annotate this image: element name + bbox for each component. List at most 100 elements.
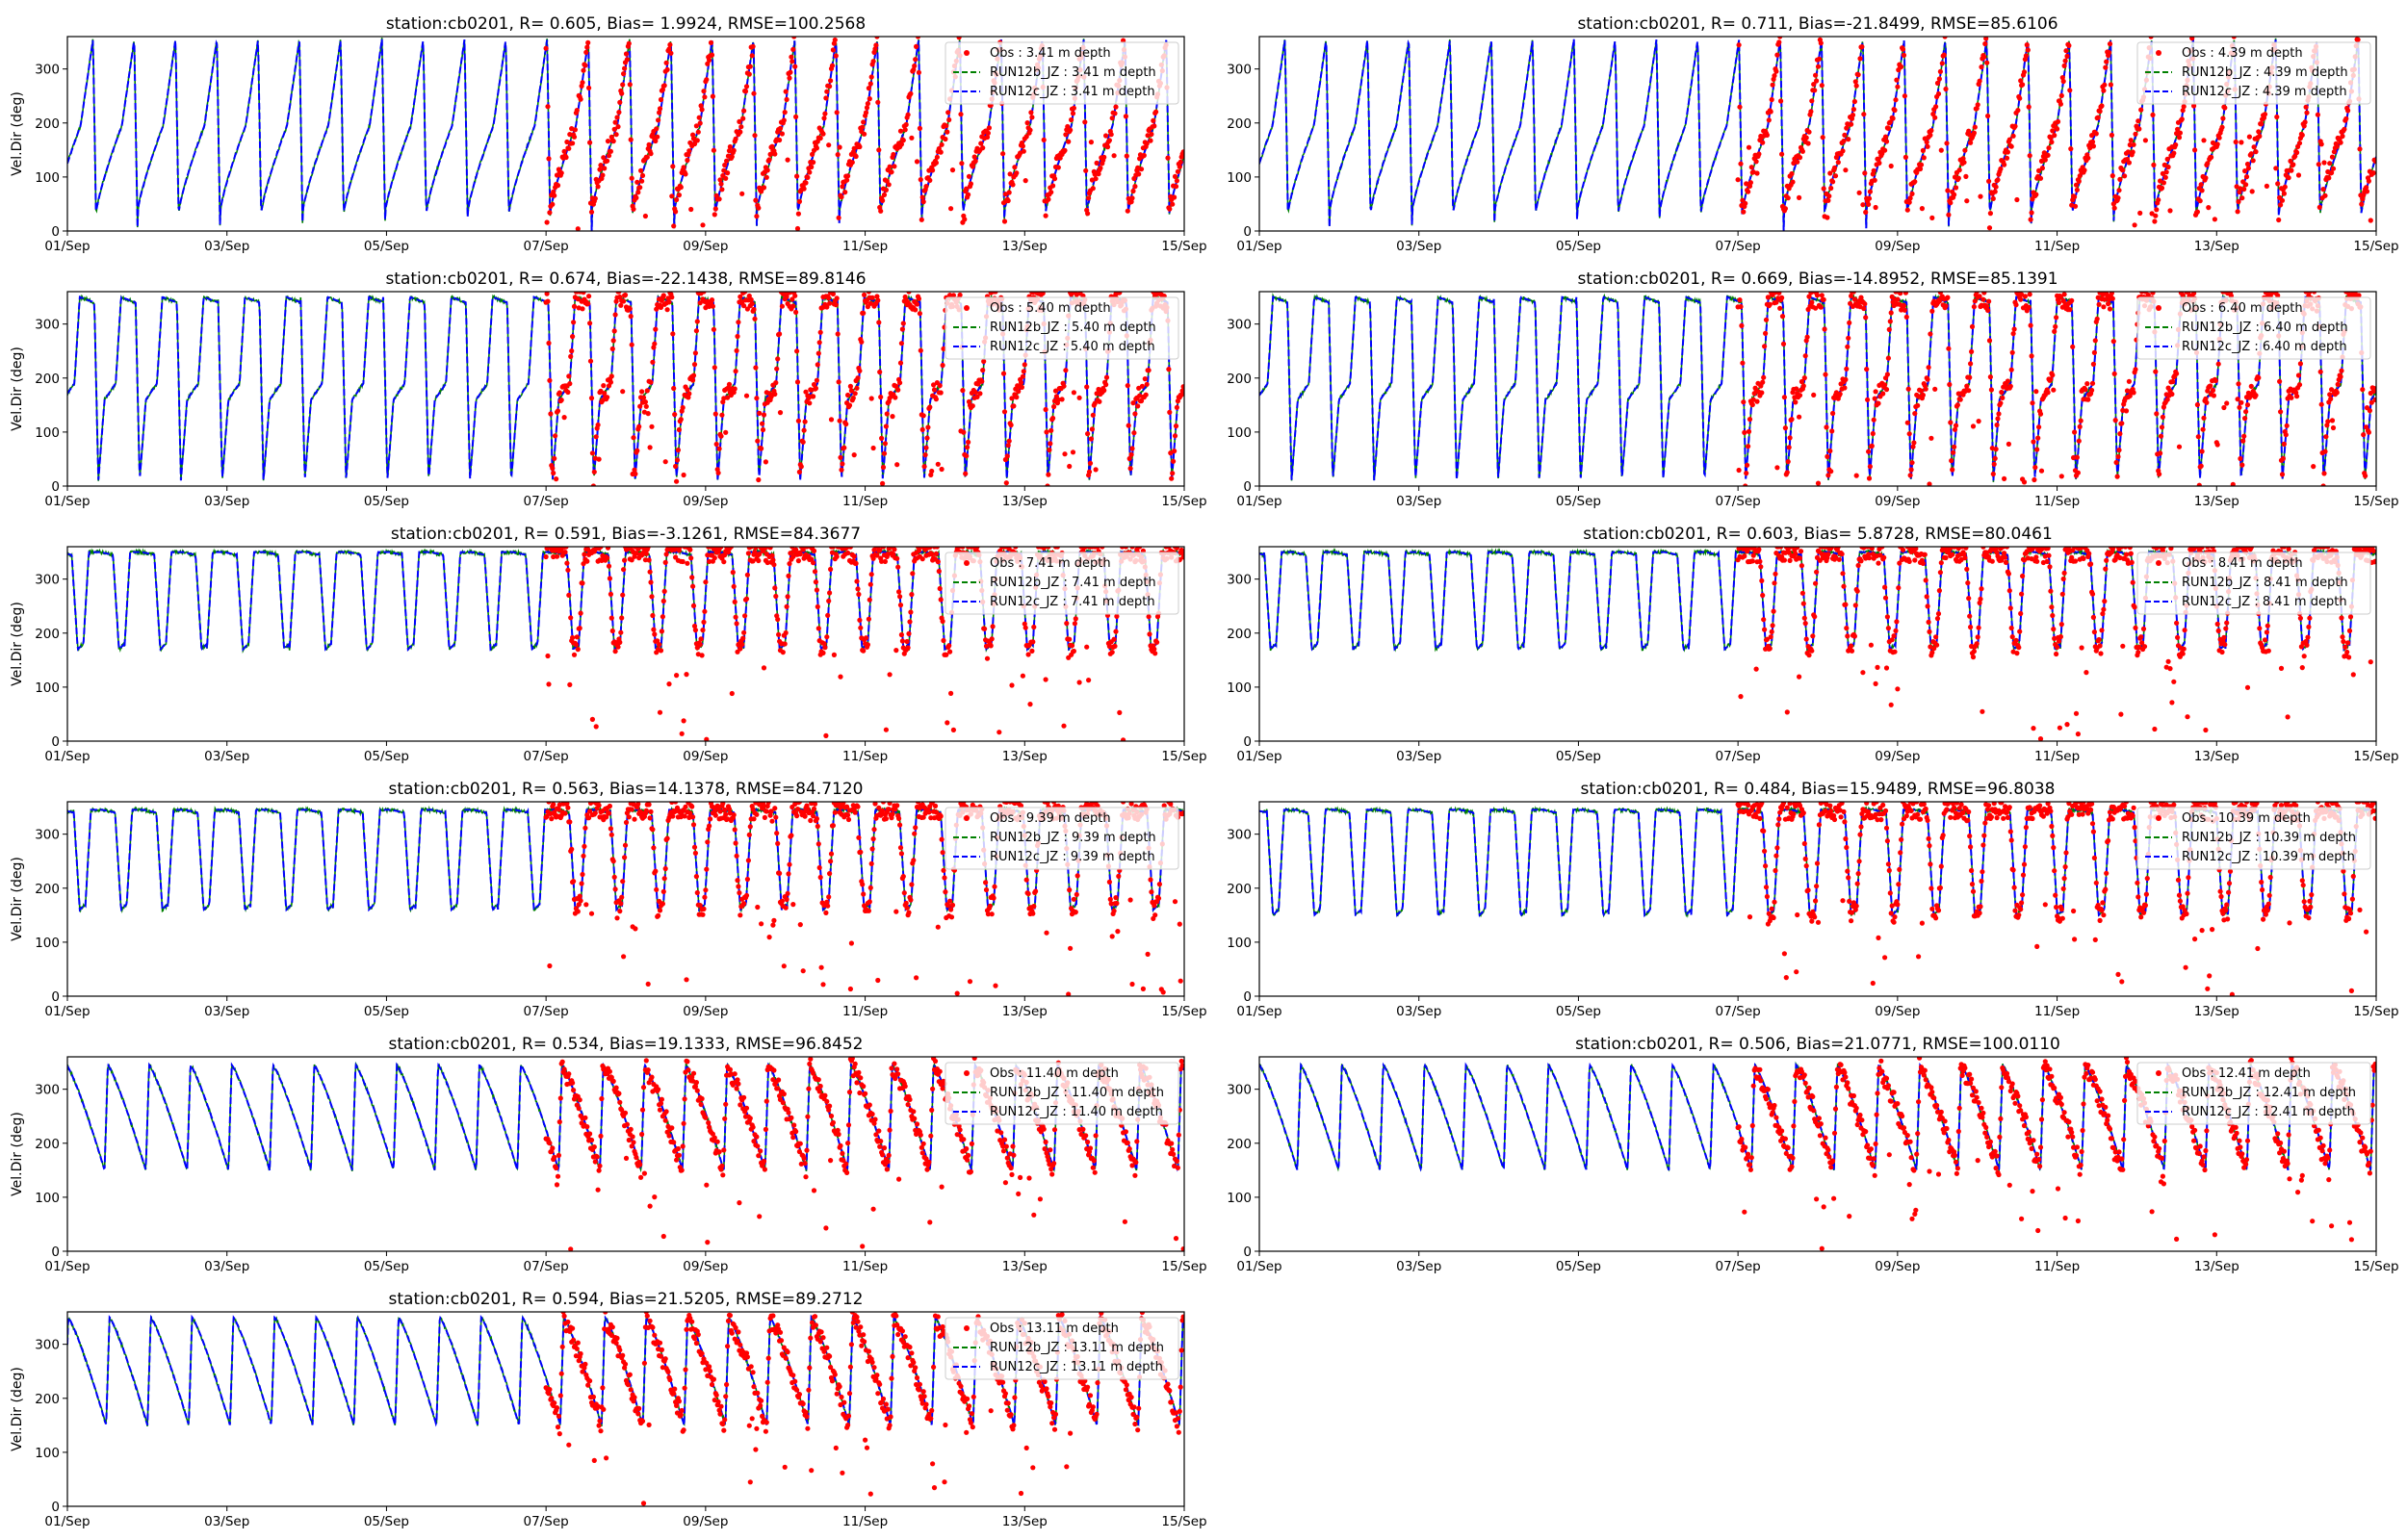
obs-point [702, 608, 708, 614]
obs-point [1736, 467, 1742, 474]
obs-point [739, 191, 745, 196]
obs-point [1096, 171, 1101, 177]
obs-point [1968, 361, 1974, 367]
obs-point [796, 469, 803, 475]
obs-point [646, 802, 652, 808]
obs-point [826, 598, 832, 604]
obs-point [2194, 209, 2200, 215]
obs-point [821, 116, 827, 121]
obs-point [1067, 463, 1073, 470]
obs-point [2334, 143, 2340, 149]
obs-point [1066, 139, 1072, 144]
obs-point [2039, 166, 2045, 171]
obs-point [2364, 189, 2370, 194]
obs-point [2033, 554, 2039, 560]
obs-point [632, 467, 637, 473]
obs-point [650, 827, 656, 833]
obs-point [1792, 395, 1798, 400]
obs-point [2114, 474, 2120, 479]
obs-point [1778, 547, 1784, 550]
obs-point [1771, 608, 1776, 614]
obs-point [1098, 166, 1103, 171]
obs-point [639, 389, 645, 395]
obs-point [1130, 188, 1136, 194]
obs-point [546, 156, 552, 162]
obs-point [914, 159, 920, 165]
obs-point [746, 293, 752, 299]
obs-point [985, 130, 991, 136]
obs-point [663, 60, 669, 65]
obs-point [876, 320, 882, 325]
obs-point [1934, 616, 1941, 622]
obs-point [610, 338, 616, 344]
obs-point [585, 39, 591, 46]
y-axis-label: Vel.Dir (deg) [10, 91, 25, 176]
obs-point [935, 559, 941, 565]
obs-point [2214, 141, 2220, 147]
obs-point [761, 665, 767, 671]
obs-point [1114, 613, 1120, 620]
obs-point [792, 64, 798, 69]
obs-point [752, 550, 758, 555]
obs-point [2359, 201, 2365, 207]
obs-point [1046, 196, 1051, 202]
obs-point [1117, 709, 1123, 716]
legend-entry: RUN12c_JZ : 3.41 m depth [990, 85, 1155, 99]
obs-point [906, 910, 912, 915]
x-tick-label: 15/Sep [1161, 494, 1206, 509]
obs-point [2093, 131, 2099, 137]
obs-point [1936, 76, 1942, 82]
obs-point [648, 808, 654, 815]
obs-point [837, 418, 842, 424]
obs-point [1044, 429, 1049, 435]
obs-point [2165, 164, 2171, 170]
obs-point [1146, 368, 1152, 373]
obs-point [1165, 155, 1171, 161]
obs-point [2160, 414, 2165, 420]
obs-point [907, 619, 913, 625]
obs-point [2032, 465, 2038, 471]
obs-point [1823, 372, 1828, 377]
obs-point [2055, 126, 2060, 132]
obs-point [722, 807, 728, 813]
obs-point [2311, 464, 2316, 470]
obs-point [2192, 147, 2198, 153]
obs-point [2101, 304, 2107, 310]
obs-point [574, 634, 580, 640]
obs-point [875, 977, 881, 984]
obs-point [1962, 555, 1968, 561]
obs-point [856, 834, 862, 840]
obs-point [789, 296, 795, 302]
obs-point [2083, 387, 2088, 393]
obs-point [547, 962, 553, 969]
obs-point [764, 808, 769, 814]
obs-point [2304, 110, 2310, 116]
obs-point [1979, 586, 1984, 592]
obs-point [2180, 651, 2186, 656]
obs-point [2085, 397, 2091, 402]
obs-point [1830, 179, 1836, 185]
obs-point [1939, 61, 1945, 66]
obs-point [1069, 116, 1074, 123]
obs-point [839, 194, 844, 200]
obs-point [950, 293, 957, 298]
obs-point [588, 209, 595, 215]
obs-point [2070, 344, 2076, 349]
obs-point [2361, 432, 2367, 438]
obs-point [1020, 373, 1025, 379]
obs-point [1025, 652, 1031, 657]
obs-point [1921, 155, 1927, 161]
obs-point [1071, 390, 1076, 396]
obs-point [894, 803, 900, 808]
obs-point [2072, 429, 2078, 435]
obs-point [873, 42, 879, 48]
obs-point [685, 157, 690, 164]
obs-point [1758, 564, 1764, 570]
obs-point [697, 642, 703, 648]
obs-point [2109, 292, 2114, 296]
obs-point [1781, 557, 1787, 563]
obs-point [1808, 109, 1814, 115]
obs-point [2072, 193, 2078, 200]
obs-point [2061, 63, 2067, 68]
obs-point [2368, 218, 2373, 223]
